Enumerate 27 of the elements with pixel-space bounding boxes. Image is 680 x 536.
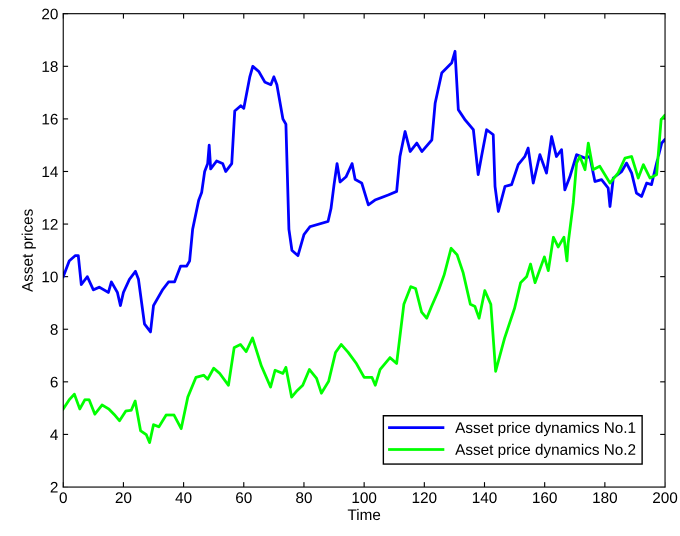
legend-label: Asset price dynamics No.2 <box>455 444 636 458</box>
line-series <box>63 114 666 444</box>
x-tick-label: 120 <box>412 492 436 504</box>
y-tick-label: 14 <box>42 166 58 178</box>
x-tick-label: 20 <box>116 492 132 504</box>
y-tick-label: 12 <box>42 218 58 230</box>
x-tick-label: 80 <box>296 492 312 504</box>
x-tick-label: 140 <box>472 492 497 504</box>
y-tick-label: 6 <box>50 376 58 388</box>
line-series <box>63 50 666 334</box>
x-tick-label: 40 <box>175 492 192 504</box>
y-tick-label: 16 <box>42 114 58 125</box>
x-tick-label: 60 <box>236 492 252 504</box>
y-tick-label: 20 <box>42 8 58 20</box>
x-tick-label: 160 <box>533 492 557 504</box>
y-tick-label: 8 <box>50 324 58 335</box>
x-tick-label: 100 <box>352 492 376 504</box>
legend-label: Asset price dynamics No.1 <box>455 422 636 436</box>
y-tick-label: 18 <box>42 61 58 72</box>
y-tick-label: 4 <box>50 429 58 440</box>
y-axis-title: Asset prices <box>22 209 36 292</box>
x-tick-label: 200 <box>653 492 678 504</box>
x-tick-label: 0 <box>60 492 67 504</box>
y-tick-label: 2 <box>50 482 58 493</box>
x-axis-title: Time <box>348 508 380 520</box>
y-tick-label: 10 <box>42 272 58 282</box>
x-tick-label: 180 <box>593 492 618 504</box>
